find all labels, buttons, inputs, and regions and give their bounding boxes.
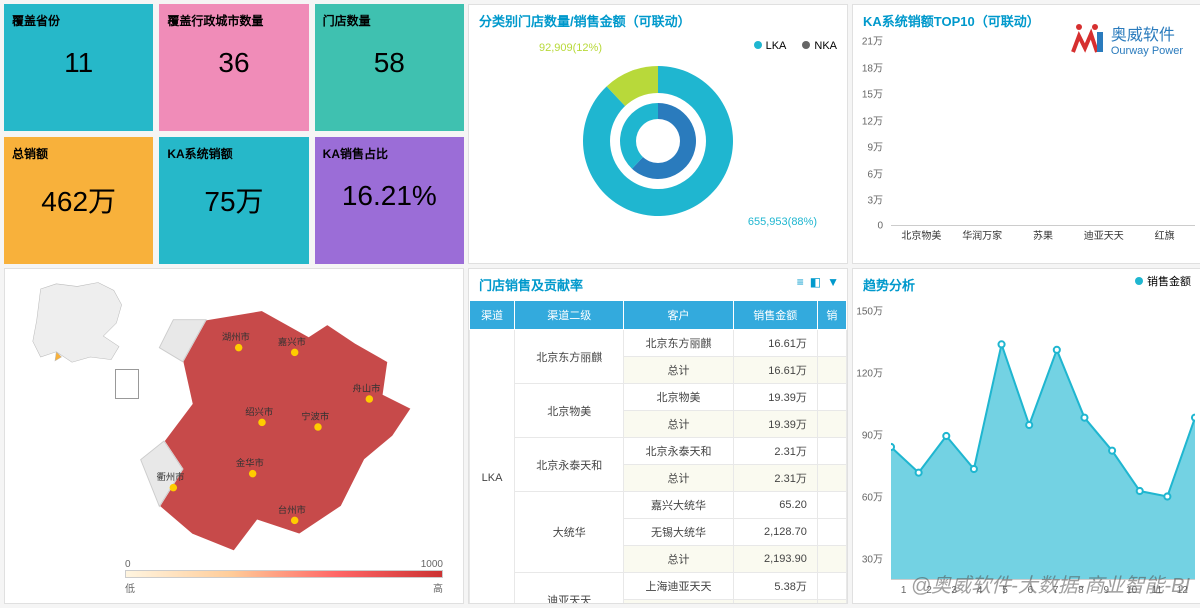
kpi-card[interactable]: 覆盖省份 11 (4, 4, 153, 131)
table-header[interactable]: 渠道二级 (515, 301, 624, 330)
kpi-label: KA销售占比 (323, 145, 456, 162)
table-menu-icon[interactable]: ≡ (797, 275, 804, 289)
table-row[interactable]: LKA北京东方丽麒北京东方丽麒16.61万 (470, 330, 847, 357)
donut-title: 分类别门店数量/销售金额（可联动） (469, 5, 847, 36)
donut-label-lka: 92,909(12%) (539, 42, 602, 54)
table-header[interactable]: 销售金额 (733, 301, 817, 330)
legend-item[interactable]: NKA (802, 40, 837, 52)
svg-text:台州市: 台州市 (278, 504, 306, 515)
bar-xaxis: 北京物美华润万家苏果迪亚天天红旗 (891, 227, 1195, 242)
kpi-value: 11 (12, 47, 145, 79)
svg-text:宁波市: 宁波市 (301, 411, 329, 422)
map-chart[interactable]: 湖州市 嘉兴市绍兴市 宁波市 舟山市衢州市 金华市台州市 (9, 273, 459, 553)
kpi-card[interactable]: 门店数量 58 (315, 4, 464, 131)
trend-legend: 销售金额 (1135, 273, 1191, 289)
kpi-grid: 覆盖省份11覆盖行政城市数量36门店数量58总销额462万KA系统销额75万KA… (4, 4, 464, 264)
bar-yaxis: 21万18万15万12万9万6万3万0 (853, 40, 887, 226)
map-legend: 01000 低高 (125, 559, 443, 595)
map-panel: 湖州市 嘉兴市绍兴市 宁波市 舟山市衢州市 金华市台州市 01000 低高 (4, 268, 464, 604)
table-title: 门店销售及贡献率 (469, 269, 847, 300)
kpi-card[interactable]: 覆盖行政城市数量 36 (159, 4, 308, 131)
data-table[interactable]: 渠道渠道二级客户销售金额销 LKA北京东方丽麒北京东方丽麒16.61万总计16.… (469, 300, 847, 603)
kpi-label: 覆盖行政城市数量 (167, 12, 300, 29)
svg-text:金华市: 金华市 (236, 457, 264, 468)
svg-text:舟山市: 舟山市 (353, 383, 381, 394)
table-chart-icon[interactable]: ◧ (810, 275, 821, 289)
table-filter-icon[interactable]: ▼ (827, 275, 839, 289)
kpi-label: 覆盖省份 (12, 12, 145, 29)
svg-text:衢州市: 衢州市 (157, 471, 185, 482)
table-row[interactable]: 北京物美北京物美19.39万 (470, 384, 847, 411)
bar-plot[interactable] (891, 40, 1195, 226)
kpi-value: 36 (167, 47, 300, 79)
kpi-value: 16.21% (323, 180, 456, 212)
table-row[interactable]: 大统华嘉兴大统华65.20 (470, 492, 847, 519)
table-row[interactable]: 迪亚天天上海迪亚天天5.38万 (470, 573, 847, 600)
kpi-card[interactable]: 总销额 462万 (4, 137, 153, 264)
kpi-card[interactable]: KA销售占比 16.21% (315, 137, 464, 264)
kpi-card[interactable]: KA系统销额 75万 (159, 137, 308, 264)
kpi-label: 门店数量 (323, 12, 456, 29)
trend-chart[interactable] (891, 304, 1195, 579)
table-row[interactable]: 北京永泰天和北京永泰天和2.31万 (470, 438, 847, 465)
kpi-value: 58 (323, 47, 456, 79)
donut-legend: LKA NKA (754, 40, 837, 52)
kpi-label: KA系统销额 (167, 145, 300, 162)
trend-panel: 趋势分析 销售金额 150万120万90万60万30万 123456789101… (852, 268, 1200, 604)
svg-text:湖州市: 湖州市 (222, 331, 250, 342)
svg-text:嘉兴市: 嘉兴市 (278, 336, 306, 347)
logo: 奥威软件Ourway Power (1069, 21, 1183, 57)
table-panel: 门店销售及贡献率 ≡ ◧ ▼ 渠道渠道二级客户销售金额销 LKA北京东方丽麒北京… (468, 268, 848, 604)
donut-panel: 分类别门店数量/销售金额（可联动） LKA NKA 92,909(12%) 655… (468, 4, 848, 264)
bar-panel: KA系统销额TOP10（可联动） 奥威软件Ourway Power 21万18万… (852, 4, 1200, 264)
kpi-value: 462万 (12, 180, 145, 220)
table-header[interactable]: 客户 (624, 301, 733, 330)
donut-chart[interactable] (548, 36, 768, 236)
legend-item[interactable]: LKA (754, 40, 787, 52)
watermark: @奥威软件-大数据-商业智能-BI (911, 569, 1190, 598)
kpi-value: 75万 (167, 180, 300, 220)
table-header[interactable]: 渠道 (470, 301, 515, 330)
svg-text:绍兴市: 绍兴市 (245, 406, 273, 417)
map-inset-box (115, 369, 139, 399)
donut-label-nka: 655,953(88%) (748, 216, 817, 228)
kpi-label: 总销额 (12, 145, 145, 162)
table-header[interactable]: 销 (817, 301, 846, 330)
